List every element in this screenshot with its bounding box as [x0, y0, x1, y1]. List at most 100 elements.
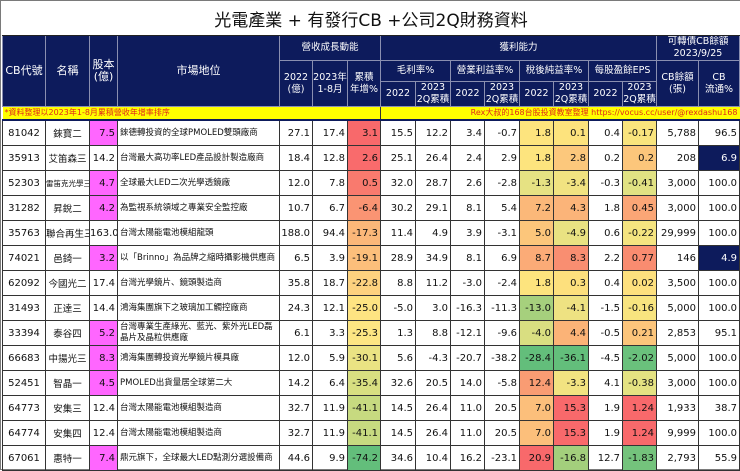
cell-eps-2022: -1.5: [588, 295, 623, 321]
cell-revenue-2022: 12.0: [279, 170, 313, 196]
cell-name: 今國光二: [45, 270, 90, 296]
header-cb-float: CB 流通%: [698, 60, 740, 107]
header-cb-balance-line2: (張): [669, 83, 686, 95]
cell-net-margin-2022: -28.4: [519, 345, 554, 371]
cell-revenue-2022: 188.0: [279, 220, 313, 246]
cell-gross-margin-2022: 32.0: [380, 170, 416, 196]
cell-name: 昇銳二: [45, 195, 90, 221]
table-row: 35763 聯合再生三 163.0 台灣太陽能電池模組龍頭 188.0 94.4 -17.3…: [2, 220, 740, 246]
cell-eps-2023-2q: 0.02: [622, 270, 657, 296]
cell-eps-2023-2q: -2.02: [622, 345, 657, 371]
cell-cb-float: 100.0: [698, 220, 740, 246]
table-row: 64773 安集三 12.4 台灣太陽能電池模組製造商 32.7 11.9 -41.1 14.…: [2, 395, 740, 421]
cell-eps-2023-2q: 0.21: [622, 320, 657, 346]
cell-market-position: 鴻海集團旗下之玻璃加工觸控廠商: [117, 295, 280, 321]
cell-eps-2022: 1.9: [588, 395, 623, 421]
cell-operating-margin-2023-2q: 5.4: [484, 195, 520, 221]
header-operating-margin-2023-2q: 2023 2Q累積: [484, 81, 520, 107]
cell-revenue-2023-ytd: 3.9: [312, 245, 348, 271]
cell-cb-float: 100.0: [698, 295, 740, 321]
cell-cb-balance: 2,853: [656, 320, 699, 346]
cell-net-margin-2022: 1.8: [519, 119, 554, 146]
header-cb-group-line1: 可轉債CB餘額: [667, 36, 729, 48]
cell-gross-margin-2023-2q: 11.2: [415, 270, 451, 296]
cell-gross-margin-2023-2q: 26.4: [415, 395, 451, 421]
cell-net-margin-2023-2q: 2.8: [553, 145, 589, 171]
cell-revenue-growth: -35.4: [347, 370, 381, 396]
cell-operating-margin-2023-2q: -2.4: [484, 270, 520, 296]
header-eps-2023-line1: 2023: [627, 82, 652, 94]
cell-gross-margin-2022: 15.5: [380, 119, 416, 146]
header-rev-2022: 2022 (億): [279, 60, 313, 107]
cell-cb-float: 100.0: [698, 345, 740, 371]
header-eps-2023-2q: 2023 2Q累積: [622, 81, 657, 107]
cell-net-margin-2022: -13.0: [519, 295, 554, 321]
cell-revenue-2022: 32.7: [279, 420, 313, 446]
cell-cb-float: 6.9: [698, 145, 740, 171]
cell-revenue-2023-ytd: 12.8: [312, 145, 348, 171]
cell-revenue-2023-ytd: 11.9: [312, 395, 348, 421]
cell-cb-float: 100.0: [698, 420, 740, 446]
cell-name: 邑錡一: [45, 245, 90, 271]
cell-operating-margin-2023-2q: 6.9: [484, 245, 520, 271]
cell-eps-2022: 0.2: [588, 145, 623, 171]
cell-name: 正達三: [45, 295, 90, 321]
cell-gross-margin-2022: 28.9: [380, 245, 416, 271]
cell-net-margin-2023-2q: -16.8: [553, 445, 589, 471]
cell-name: 智晶一: [45, 370, 90, 396]
cell-eps-2023-2q: -0.41: [622, 170, 657, 196]
cell-capital: 7.4: [89, 445, 118, 471]
cell-revenue-2023-ytd: 94.4: [312, 220, 348, 246]
cell-net-margin-2022: 5.0: [519, 220, 554, 246]
cell-operating-margin-2022: 8.1: [450, 245, 485, 271]
cell-eps-2023-2q: 0.77: [622, 245, 657, 271]
cell-gross-margin-2022: 8.8: [380, 270, 416, 296]
header-operating-margin: 營業利益率%: [450, 60, 520, 82]
cell-revenue-growth: -41.1: [347, 420, 381, 446]
table-row: 31493 正達三 14.4 鴻海集團旗下之玻璃加工觸控廠商 24.3 12.1 -25.0…: [2, 295, 740, 321]
cell-cb-balance: 5,000: [656, 345, 699, 371]
cell-gross-margin-2022: -5.0: [380, 295, 416, 321]
cell-revenue-2023-ytd: 7.8: [312, 170, 348, 196]
cell-net-margin-2023-2q: 8.3: [553, 245, 589, 271]
cell-capital: 7.5: [89, 119, 118, 146]
cell-cb-code: 52451: [2, 370, 46, 396]
header-cb-balance: CB餘額 (張): [656, 60, 699, 107]
cell-eps-2023-2q: 0.45: [622, 195, 657, 221]
cell-operating-margin-2023-2q: -9.6: [484, 320, 520, 346]
cell-cb-balance: 1,933: [656, 395, 699, 421]
cell-gross-margin-2023-2q: 8.8: [415, 320, 451, 346]
cell-revenue-2023-ytd: 3.3: [312, 320, 348, 346]
cell-market-position: 台灣光學鏡片、鏡頭製造商: [117, 270, 280, 296]
table-row: 31282 昇銳二 4.2 為監視系統領域之專業安全監控廠 10.7 6.7 -6.4 30.…: [2, 195, 740, 221]
cell-eps-2023-2q: 1.24: [622, 395, 657, 421]
cell-eps-2022: 0.4: [588, 119, 623, 146]
header-profit-group: 獲利能力: [380, 35, 657, 61]
cell-revenue-growth: -25.0: [347, 295, 381, 321]
cell-gross-margin-2023-2q: 26.4: [415, 420, 451, 446]
cell-eps-2023-2q: 1.24: [622, 420, 657, 446]
cell-cb-code: 62092: [2, 270, 46, 296]
cell-cb-balance: 3,000: [656, 170, 699, 196]
cell-market-position: 為監視系統領域之專業安全監控廠: [117, 195, 280, 221]
cell-operating-margin-2023-2q: -5.8: [484, 370, 520, 396]
cell-operating-margin-2022: -20.7: [450, 345, 485, 371]
cell-revenue-growth: -74.2: [347, 445, 381, 471]
cell-cb-float: 100.0: [698, 270, 740, 296]
cell-operating-margin-2023-2q: -23.1: [484, 445, 520, 471]
header-gross-margin-2023-line2: 2Q累積: [416, 94, 450, 105]
cell-name: 中揚光三: [45, 345, 90, 371]
cell-operating-margin-2022: 14.0: [450, 370, 485, 396]
cell-operating-margin-2022: 2.4: [450, 145, 485, 171]
cell-cb-code: 74021: [2, 245, 46, 271]
cell-revenue-growth: -25.3: [347, 320, 381, 346]
cell-eps-2022: 2.2: [588, 245, 623, 271]
header-rev-2023: 2023年 1-8月: [312, 60, 348, 107]
cell-eps-2022: 1.9: [588, 420, 623, 446]
header-cb-code: CB代號: [2, 35, 46, 107]
cell-net-margin-2023-2q: 0.3: [553, 270, 589, 296]
cell-gross-margin-2022: 25.1: [380, 145, 416, 171]
cell-cb-float: 95.1: [698, 320, 740, 346]
header-capital: 股本 (億): [89, 35, 118, 107]
